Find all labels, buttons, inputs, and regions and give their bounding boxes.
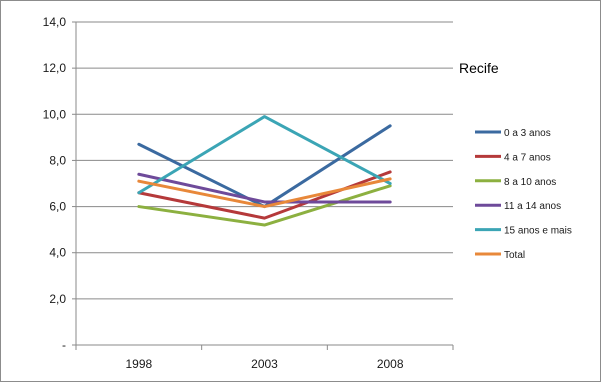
chart-title: Recife [459, 60, 499, 76]
y-tick-label: 2,0 [49, 292, 66, 306]
y-axis-tick-labels: - 2,0 4,0 6,0 8,0 10,0 12,0 14,0 [43, 15, 67, 352]
y-tick-label: 4,0 [49, 246, 66, 260]
axes [72, 21, 454, 350]
legend-label-2: 8 a 10 anos [504, 177, 556, 188]
legend-label-1: 4 a 7 anos [504, 152, 551, 163]
series-line-3 [137, 172, 392, 204]
gridlines [76, 21, 453, 300]
y-tick-label: 8,0 [49, 153, 66, 167]
legend-label-5: Total [504, 250, 525, 261]
series-line-4 [137, 115, 392, 195]
x-axis-tick-labels: 1998 2003 2008 [125, 357, 403, 371]
y-tick-label: - [62, 338, 66, 352]
legend-label-3: 11 a 14 anos [504, 201, 561, 212]
y-tick-label: 14,0 [43, 15, 67, 29]
series-line-5 [137, 177, 392, 209]
legend-label-4: 15 anos e mais [504, 226, 572, 237]
x-tick-label: 2003 [251, 357, 278, 371]
y-tick-label: 6,0 [49, 200, 66, 214]
legend-label-0: 0 a 3 anos [504, 128, 551, 139]
x-tick-label: 1998 [125, 357, 152, 371]
x-tick-label: 2008 [377, 357, 404, 371]
series-line-2 [137, 184, 392, 227]
y-tick-label: 10,0 [43, 107, 67, 121]
y-tick-label: 12,0 [43, 61, 67, 75]
series-lines [137, 115, 392, 227]
series-line-0 [137, 124, 392, 209]
legend: 0 a 3 anos 4 a 7 anos 8 a 10 anos 11 a 14 a… [475, 128, 572, 261]
